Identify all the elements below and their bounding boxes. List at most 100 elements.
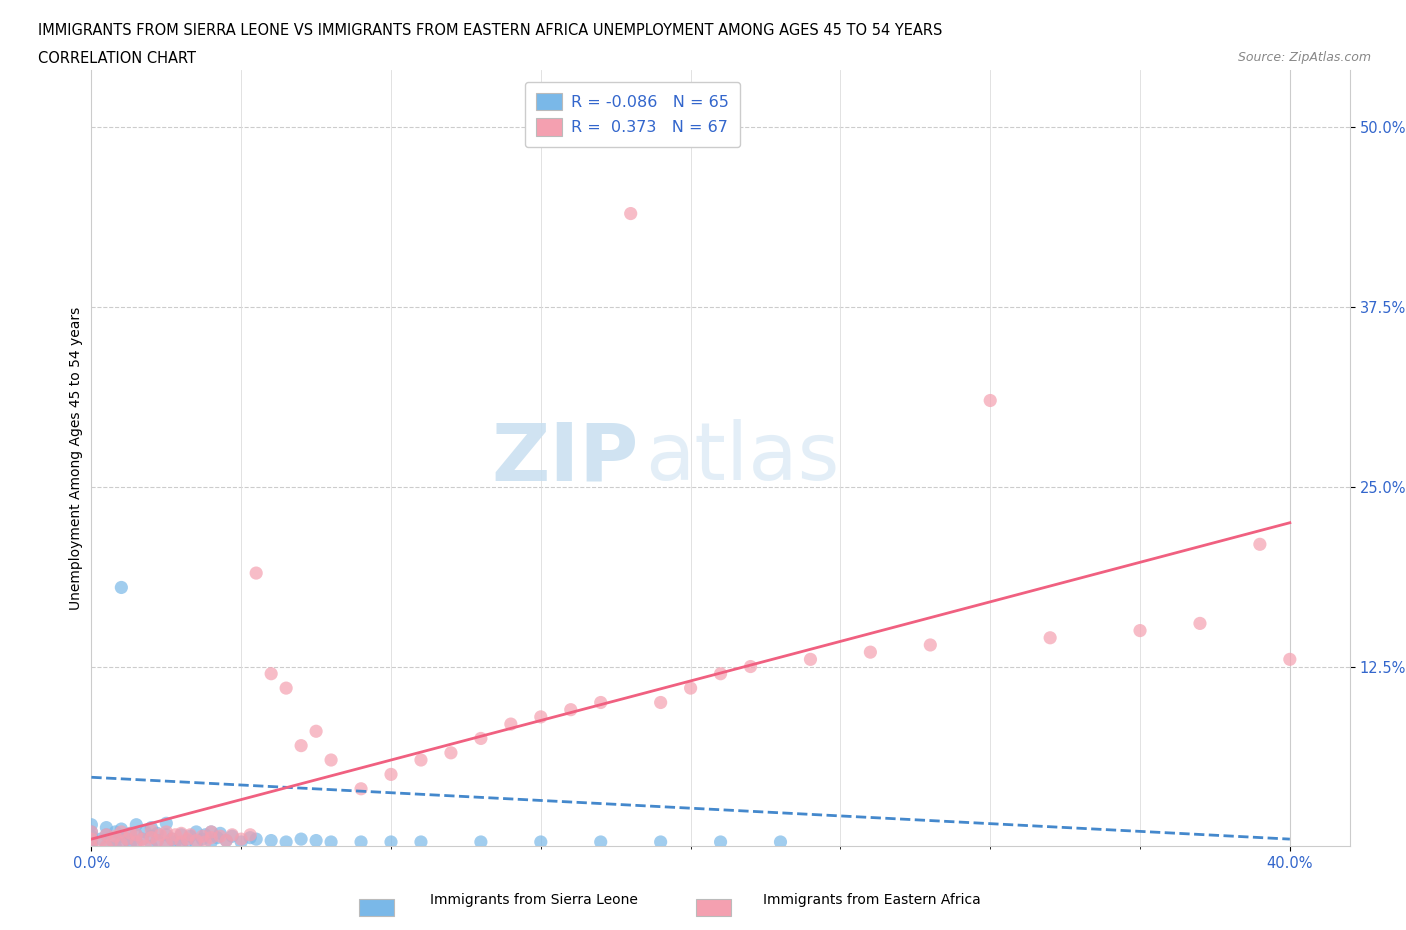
Point <box>80 831 103 846</box>
Point <box>319 834 342 849</box>
Point <box>96 839 118 854</box>
Point <box>89 834 111 849</box>
Point <box>1129 623 1152 638</box>
Point <box>231 834 253 849</box>
Point <box>186 833 208 848</box>
Point <box>245 831 267 846</box>
Point <box>134 839 156 854</box>
Point <box>80 829 103 844</box>
Point <box>96 828 118 843</box>
Point <box>470 834 492 849</box>
Point <box>110 825 132 840</box>
Point <box>589 834 612 849</box>
Point <box>200 825 222 840</box>
Point <box>134 825 156 840</box>
Point <box>120 826 142 841</box>
Point <box>165 834 187 849</box>
Point <box>80 834 103 849</box>
Point <box>170 828 193 843</box>
Text: CORRELATION CHART: CORRELATION CHART <box>38 51 195 66</box>
Point <box>215 833 238 848</box>
Point <box>125 828 148 843</box>
Point <box>589 695 612 710</box>
Point <box>80 825 103 840</box>
Point <box>186 825 208 840</box>
Point <box>125 834 148 849</box>
Point <box>146 833 169 848</box>
Point <box>530 710 553 724</box>
Point <box>110 836 132 851</box>
Point <box>120 837 142 852</box>
Point <box>146 833 169 848</box>
Point <box>470 731 492 746</box>
Point <box>131 831 153 846</box>
Point <box>191 831 214 846</box>
Point <box>530 834 553 849</box>
Point <box>96 828 118 843</box>
Point <box>620 206 643 221</box>
Point <box>117 831 139 846</box>
Y-axis label: Unemployment Among Ages 45 to 54 years: Unemployment Among Ages 45 to 54 years <box>69 306 83 610</box>
Point <box>141 829 163 844</box>
Point <box>200 834 222 849</box>
Point <box>162 831 184 846</box>
Point <box>440 745 463 760</box>
Point <box>170 834 193 849</box>
Point <box>305 724 328 738</box>
Point <box>1278 652 1301 667</box>
Text: atlas: atlas <box>645 419 839 497</box>
Point <box>350 781 373 796</box>
Point <box>709 666 731 681</box>
Point <box>650 834 672 849</box>
Point <box>80 839 103 854</box>
Point <box>409 752 432 767</box>
Point <box>155 825 177 840</box>
Point <box>131 831 153 846</box>
Point <box>141 820 163 835</box>
Text: Source: ZipAtlas.com: Source: ZipAtlas.com <box>1237 51 1371 64</box>
Point <box>155 816 177 830</box>
Point <box>290 738 312 753</box>
Point <box>239 828 262 843</box>
Point <box>80 839 103 854</box>
Point <box>110 580 132 595</box>
Point <box>176 831 198 846</box>
Point <box>305 833 328 848</box>
Point <box>125 828 148 843</box>
Point <box>380 767 402 782</box>
Point <box>96 839 118 854</box>
Point <box>920 638 942 653</box>
Point <box>96 820 118 835</box>
Point <box>1188 616 1211 631</box>
Point <box>290 831 312 846</box>
Point <box>120 826 142 841</box>
Point <box>769 834 792 849</box>
Point <box>176 833 198 848</box>
Point <box>209 826 232 841</box>
Point <box>80 817 103 832</box>
Point <box>276 681 298 696</box>
Point <box>170 826 193 841</box>
Text: Immigrants from Sierra Leone: Immigrants from Sierra Leone <box>430 893 638 907</box>
Point <box>560 702 582 717</box>
Point <box>101 833 124 848</box>
Point <box>141 830 163 845</box>
Point <box>141 839 163 854</box>
Point <box>260 833 283 848</box>
Text: Immigrants from Eastern Africa: Immigrants from Eastern Africa <box>763 893 980 907</box>
Point <box>170 839 193 854</box>
Point <box>80 825 103 840</box>
Text: IMMIGRANTS FROM SIERRA LEONE VS IMMIGRANTS FROM EASTERN AFRICA UNEMPLOYMENT AMON: IMMIGRANTS FROM SIERRA LEONE VS IMMIGRAN… <box>38 23 942 38</box>
Point <box>239 830 262 845</box>
Point <box>209 829 232 844</box>
Point <box>110 829 132 844</box>
Point <box>101 833 124 848</box>
Point <box>104 825 127 840</box>
Point <box>221 829 243 844</box>
Point <box>221 828 243 843</box>
Point <box>276 834 298 849</box>
Point <box>89 831 111 846</box>
Point <box>141 823 163 838</box>
Point <box>200 825 222 840</box>
Point <box>179 828 201 843</box>
